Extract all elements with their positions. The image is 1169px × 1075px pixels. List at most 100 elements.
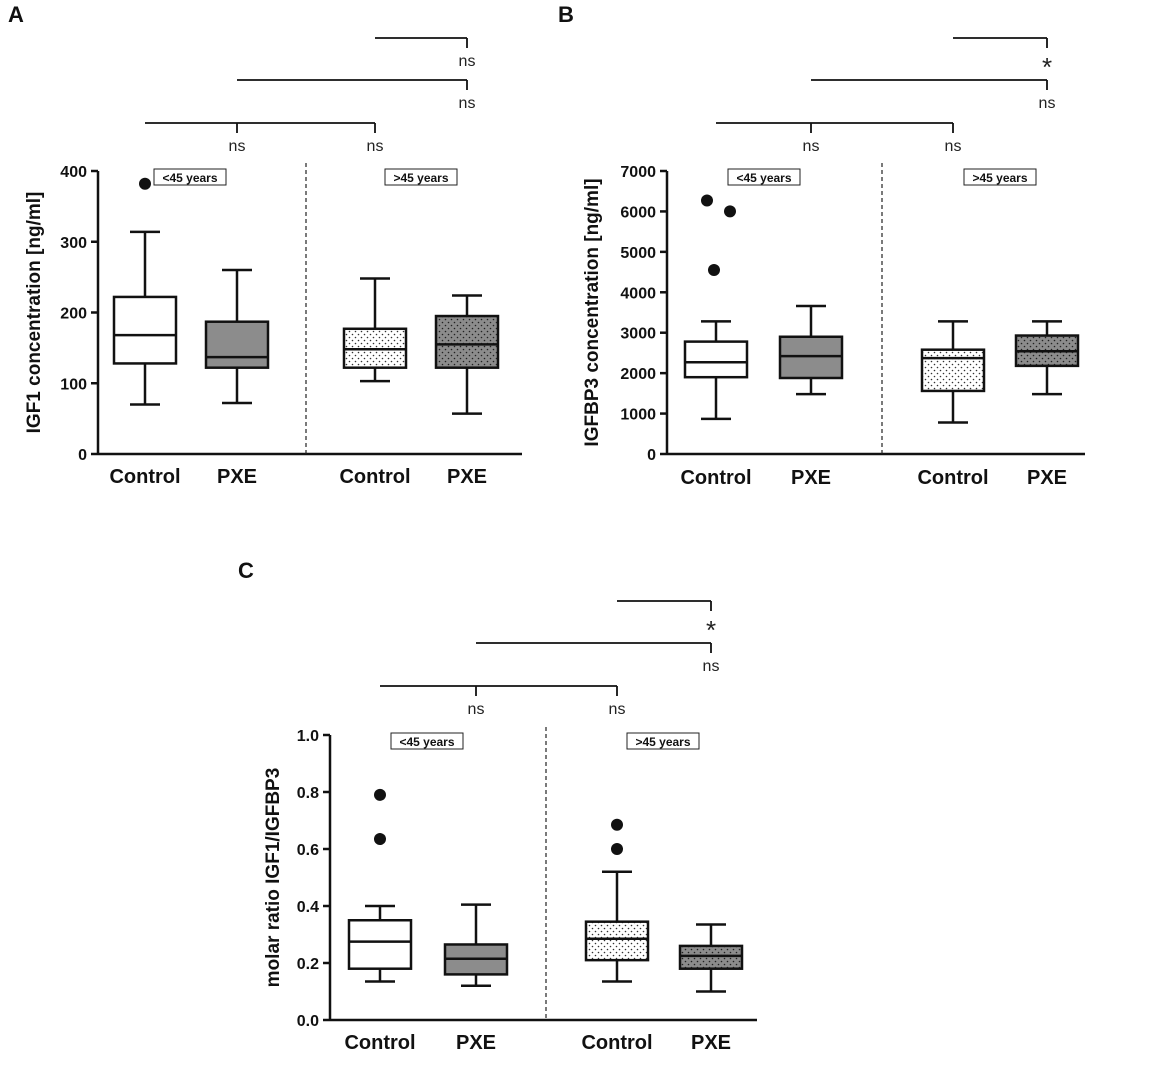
category-label: PXE [791, 467, 831, 489]
panel-label: A [8, 2, 24, 27]
significance-label: * [706, 615, 716, 645]
box-pxe-over45 [1014, 320, 1080, 396]
y-axis-label: molar ratio IGF1/IGFBP3 [263, 768, 284, 988]
iqr-box [678, 944, 744, 970]
y-tick-label: 0 [78, 447, 87, 464]
y-tick-label: 0.4 [297, 899, 319, 916]
y-tick-label: 300 [60, 235, 87, 252]
category-label: Control [344, 1032, 415, 1054]
significance-brackets: ns ns ns * [716, 37, 1056, 155]
age-group-label-box [390, 732, 464, 750]
age-group-label-text: >45 years [393, 171, 448, 185]
y-tick-label: 200 [60, 306, 87, 323]
significance-label: ns [803, 138, 820, 155]
box-control-over45 [920, 320, 986, 424]
y-tick-label: 0.0 [297, 1013, 319, 1030]
iqr-box [434, 314, 500, 369]
significance-label: ns [945, 138, 962, 155]
panel-a: A 0 100 200 300 400 IGF1 concentration [ng/ml]… [8, 2, 522, 488]
outlier-point [374, 833, 386, 846]
box-pxe-under45 [778, 304, 844, 396]
category-label: PXE [1027, 467, 1067, 489]
outlier-point [701, 194, 713, 207]
category-label: Control [581, 1032, 652, 1054]
y-tick-label: 1000 [620, 407, 656, 424]
significance-label: ns [367, 138, 384, 155]
box-pxe-under45 [204, 268, 270, 405]
box-control-over45 [584, 818, 650, 983]
iqr-box [920, 348, 986, 393]
y-tick-label: 5000 [620, 245, 656, 262]
significance-label: * [1042, 52, 1052, 82]
category-label: Control [339, 466, 410, 488]
category-label: Control [680, 467, 751, 489]
y-tick-label: 3000 [620, 326, 656, 343]
significance-brackets: ns ns ns * [380, 600, 720, 718]
box-control-under45 [347, 788, 413, 983]
age-group-label-box [963, 168, 1037, 186]
significance-label: ns [609, 701, 626, 718]
category-label: Control [109, 466, 180, 488]
outlier-point [708, 264, 720, 277]
iqr-box [584, 920, 650, 962]
age-group-label: <45 years [153, 168, 227, 186]
age-group-label-text: >45 years [972, 171, 1027, 185]
significance-brackets: ns ns ns ns [145, 37, 476, 155]
outlier-point [611, 843, 623, 855]
iqr-box [112, 295, 178, 365]
significance-label: ns [459, 53, 476, 70]
y-tick-label: 100 [60, 376, 87, 393]
age-group-label-box [153, 168, 227, 186]
category-label: PXE [456, 1032, 496, 1054]
box-control-under45 [683, 194, 749, 421]
category-label: PXE [691, 1032, 731, 1054]
y-tick-label: 400 [60, 164, 87, 181]
significance-label: ns [468, 701, 485, 718]
y-tick-label: 0.8 [297, 785, 319, 802]
y-tick-label: 0.6 [297, 842, 319, 859]
iqr-box [204, 320, 270, 369]
age-group-label-text: >45 years [635, 735, 690, 749]
age-group-label: <45 years [390, 732, 464, 750]
panel-label: B [558, 2, 574, 27]
significance-label: ns [229, 138, 246, 155]
outlier-point [139, 177, 151, 190]
y-axis-label: IGF1 concentration [ng/ml] [24, 192, 45, 434]
age-group-label-text: <45 years [162, 171, 217, 185]
category-label: PXE [447, 466, 487, 488]
significance-label: ns [703, 658, 720, 675]
age-group-label: >45 years [626, 732, 700, 750]
outlier-point [724, 205, 736, 218]
y-tick-label: 0.2 [297, 956, 319, 973]
y-tick-label: 1.0 [297, 728, 319, 745]
age-group-label-box [384, 168, 458, 186]
age-group-label-box [626, 732, 700, 750]
significance-label: ns [459, 95, 476, 112]
significance-label: ns [1039, 95, 1056, 112]
box-pxe-under45 [443, 903, 509, 988]
panel-b: B 0 1000 2000 3000 4000 5000 6000 7000 IGFBP3 con… [558, 2, 1085, 489]
age-group-label-text: <45 years [736, 171, 791, 185]
panel-c: C 0.0 0.2 0.4 0.6 0.8 1.0 molar ratio IGF1/IGFB… [238, 558, 757, 1054]
y-axis-label: IGFBP3 concentration [ng/ml] [582, 178, 603, 446]
iqr-box [347, 919, 413, 970]
y-tick-label: 2000 [620, 366, 656, 383]
outlier-point [374, 788, 386, 801]
y-tick-label: 4000 [620, 285, 656, 302]
age-group-label-text: <45 years [399, 735, 454, 749]
box-pxe-over45 [434, 294, 500, 415]
y-tick-label: 0 [647, 447, 656, 464]
category-label: Control [917, 467, 988, 489]
age-group-label: >45 years [963, 168, 1037, 186]
panel-label: C [238, 558, 254, 583]
box-control-over45 [342, 277, 408, 383]
box-control-under45 [112, 177, 178, 406]
y-tick-label: 7000 [620, 164, 656, 181]
age-group-label: >45 years [384, 168, 458, 186]
age-group-label: <45 years [727, 168, 801, 186]
iqr-box [683, 340, 749, 379]
outlier-point [611, 818, 623, 831]
y-tick-label: 6000 [620, 204, 656, 221]
box-pxe-over45 [678, 923, 744, 993]
